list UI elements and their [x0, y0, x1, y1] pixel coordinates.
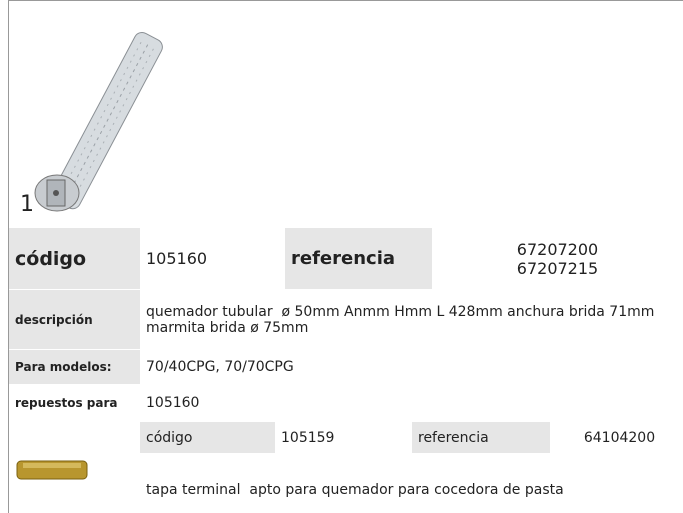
burner-image	[34, 31, 163, 212]
codigo-label: código	[9, 228, 140, 290]
referencia-value: 67207200	[516, 239, 599, 259]
acc-referencia-value: 64104200	[550, 422, 683, 454]
codigo-value: 105160	[140, 228, 285, 290]
referencia-value: 67207215	[516, 258, 599, 278]
item-number: 1	[20, 192, 34, 217]
descripcion-value: quemador tubular ø 50mm Anmm Hmm L 428mm…	[140, 290, 683, 350]
acc-descripcion: tapa terminal apto para quemador para co…	[140, 470, 683, 510]
modelos-label: Para modelos:	[9, 350, 140, 385]
referencia-values: 67207200 67207215	[432, 228, 683, 290]
repuestos-label: repuestos para	[9, 385, 140, 422]
acc-codigo-value: 105159	[275, 422, 412, 454]
modelos-value: 70/40CPG, 70/70CPG	[140, 350, 683, 385]
accessory-image	[16, 460, 88, 480]
acc-codigo-label: código	[140, 422, 275, 454]
descripcion-label: descripción	[9, 290, 140, 350]
repuestos-value: 105160	[140, 385, 683, 422]
top-border	[8, 0, 683, 1]
acc-referencia-label: referencia	[412, 422, 550, 454]
left-border	[8, 0, 9, 513]
referencia-label: referencia	[285, 228, 432, 290]
